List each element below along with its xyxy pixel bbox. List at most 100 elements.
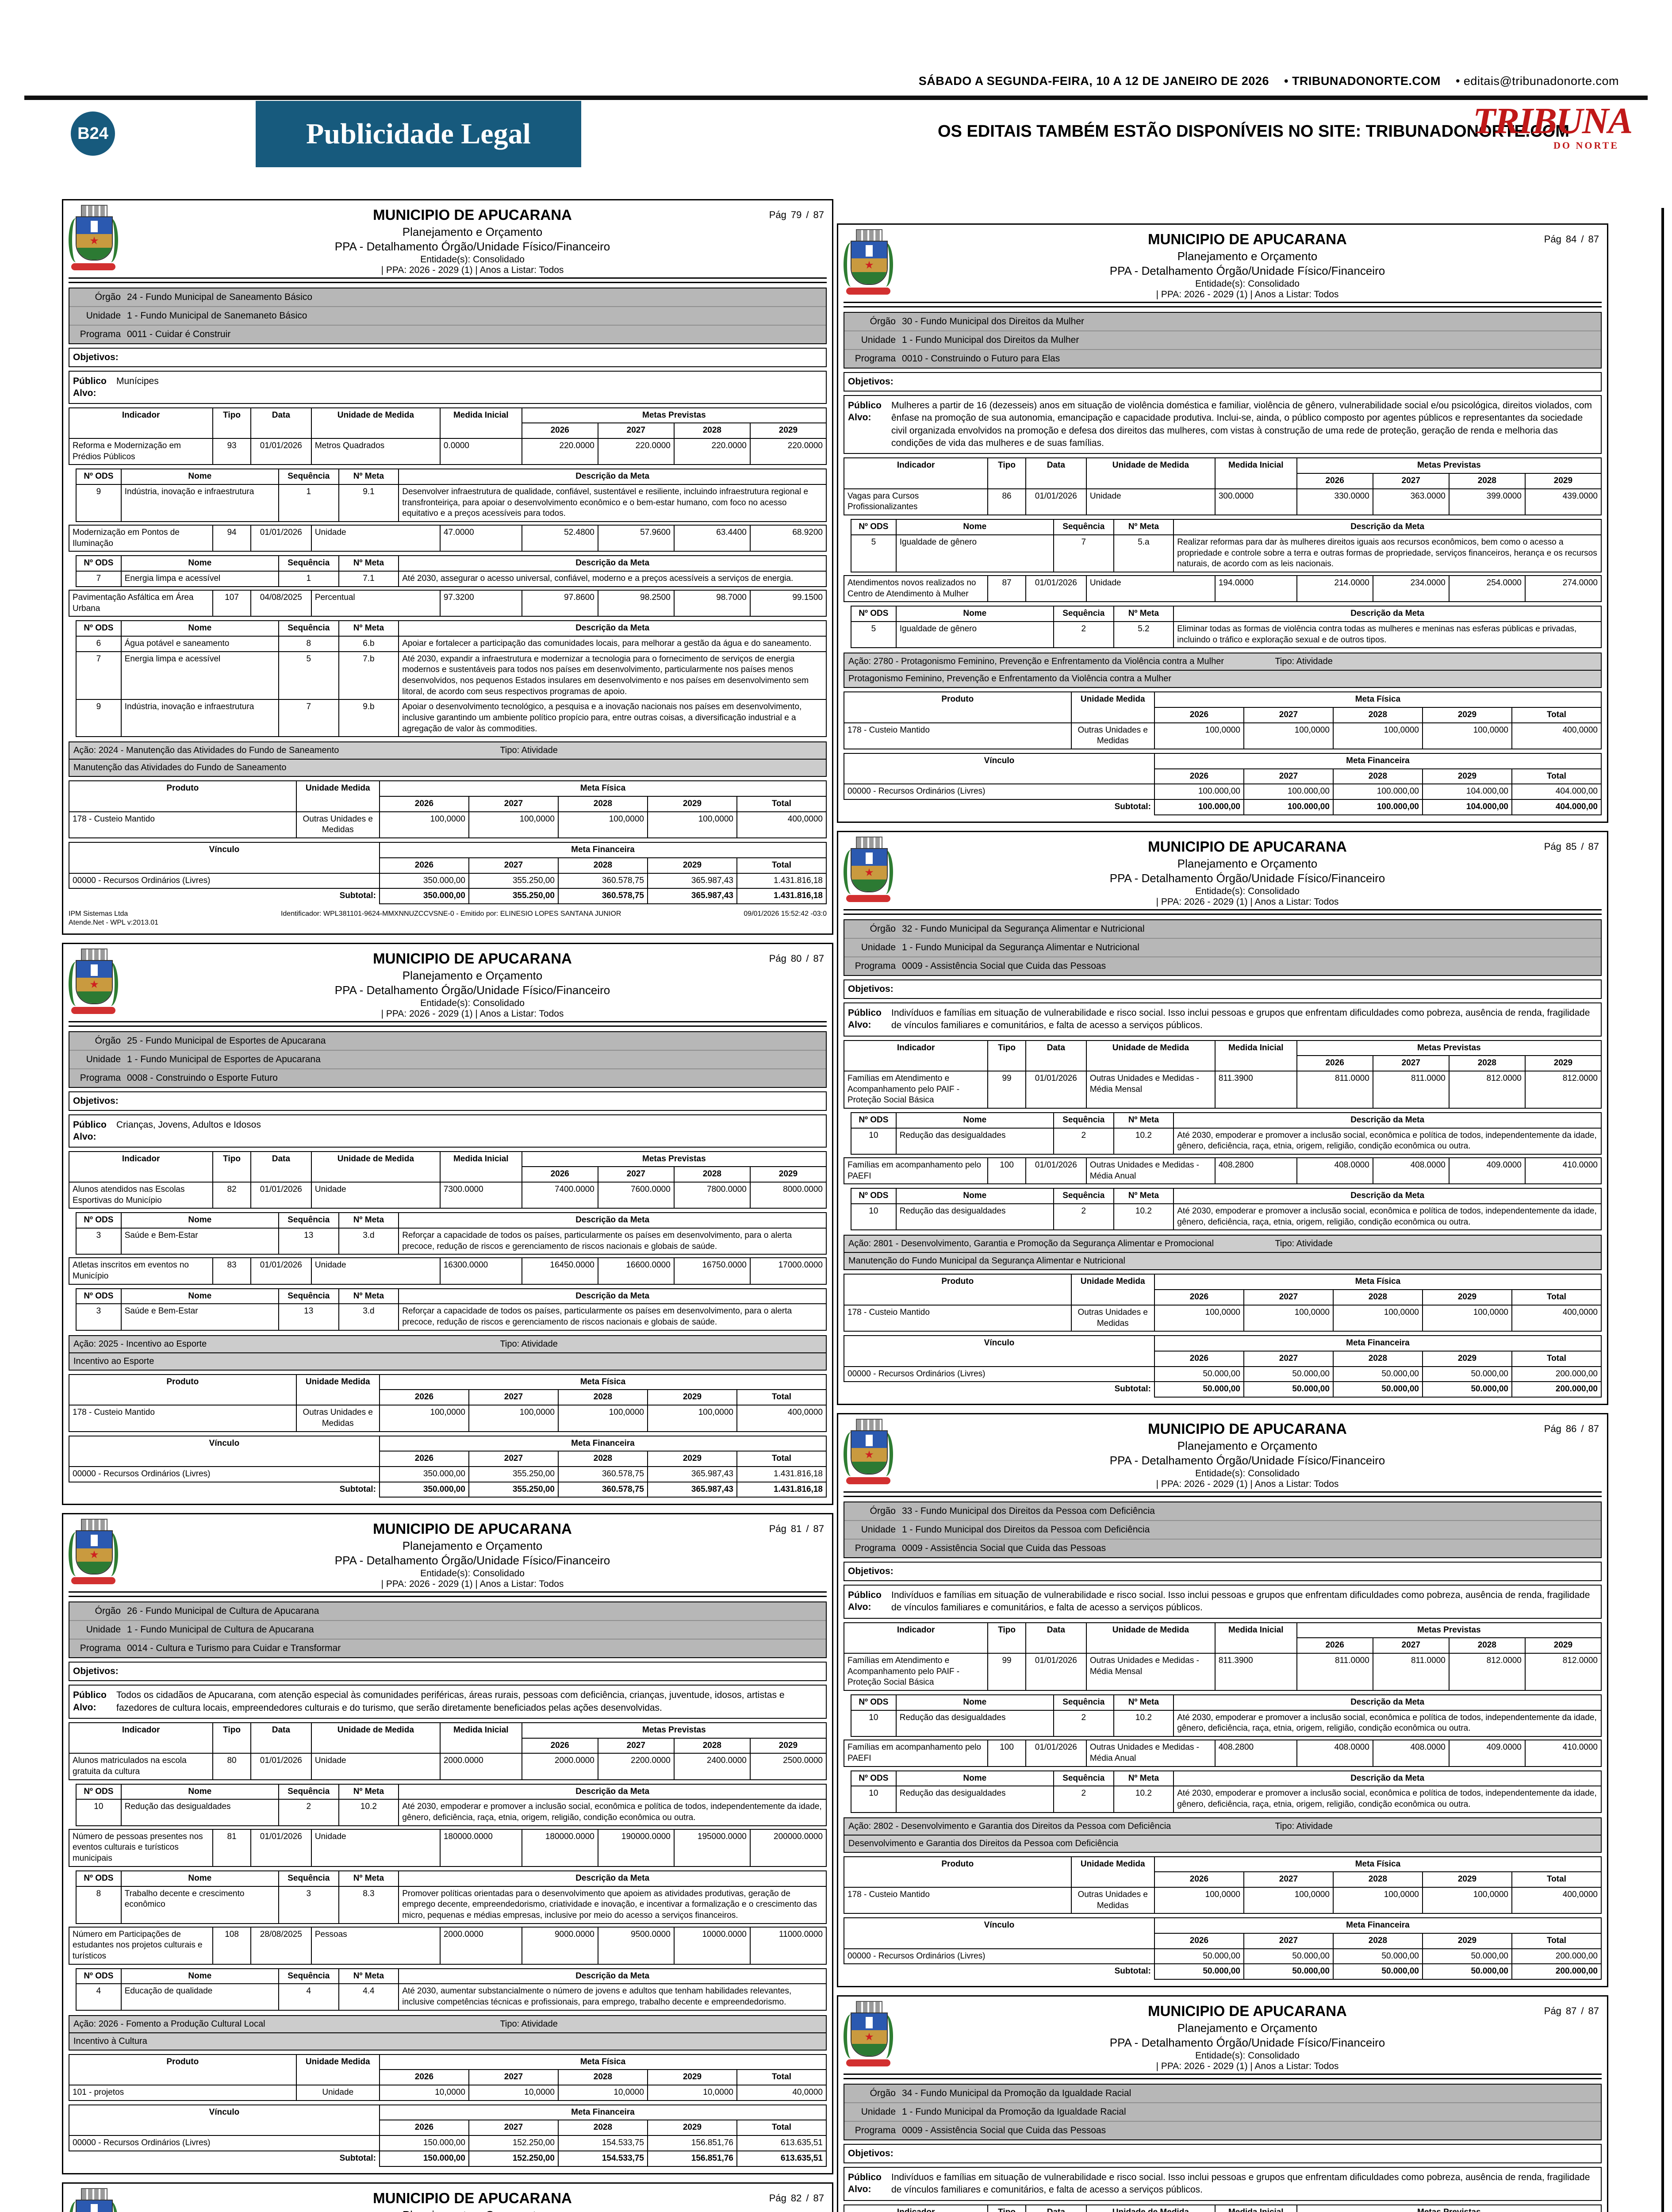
page-total: 87 — [813, 952, 824, 964]
ods-header-n_meta: Nº Meta — [338, 1968, 399, 1985]
footer-timestamp: 09/01/2026 15:52:42 -03:0 — [744, 910, 827, 918]
indicator-meta: 409.0000 — [1448, 1157, 1526, 1185]
shield-star-icon: ★ — [851, 258, 887, 273]
col-header-tipo: Tipo — [987, 1040, 1026, 1071]
crown-icon — [81, 948, 107, 961]
ods-sequencia: 5 — [278, 651, 339, 700]
shield-tower-icon — [851, 242, 887, 259]
ppa-document: ★ MUNICIPIO DE APUCARANA Planejamento e Or… — [62, 199, 833, 935]
ods-sequencia: 2 — [1053, 1786, 1114, 1813]
ods-header-descricao_meta: Descrição da Meta — [398, 1870, 827, 1887]
ods-header-descricao_meta: Descrição da Meta — [398, 469, 827, 485]
meta-fisica-value: 100,0000 — [647, 1405, 737, 1432]
total-header: Total — [1511, 1289, 1602, 1306]
municipality-title: MUNICIPIO DE APUCARANA — [373, 1521, 572, 1537]
ods-sequencia: 8 — [278, 635, 339, 652]
shield-star-icon: ★ — [851, 1448, 887, 1462]
program-bar-value: 0014 - Cultura e Turismo para Cuidar e T… — [127, 1643, 341, 1654]
meta-financeira-header: Meta Financeira — [379, 1435, 827, 1452]
ods-header-n_ods: Nº ODS — [76, 469, 122, 485]
page-number: Pág 87 / 87 — [1540, 2005, 1599, 2017]
ods-meta-number: 7.b — [338, 651, 399, 700]
ods-header-n_meta: Nº Meta — [1113, 1694, 1174, 1711]
ods-header-sequencia: Sequência — [278, 1870, 339, 1887]
department-title: Planejamento e Orçamento — [402, 968, 543, 982]
unit-bar: Unidade 1 - Fundo Municipal da Segurança … — [844, 938, 1601, 957]
org-bar: Órgão 25 - Fundo Municipal de Esportes de… — [69, 1032, 826, 1051]
indicator-data: 01/01/2026 — [1025, 1652, 1087, 1691]
ods-table: Nº ODS Nome Sequência Nº Meta Descrição da M… — [76, 555, 827, 587]
year-header: 2028 — [1332, 1350, 1423, 1367]
publico-alvo-text: Crianças, Jovens, Adultos e Idosos — [116, 1119, 261, 1130]
program-bar-value: 0008 - Construindo o Esporte Futuro — [127, 1072, 278, 1083]
ods-meta-number: 5.a — [1113, 534, 1174, 572]
meta-financeira-total: 200.000,00 — [1511, 1366, 1602, 1382]
report-title: PPA - Detalhamento Órgão/Unidade Físico/… — [334, 1554, 610, 1567]
indicator-meta: 8000.0000 — [749, 1181, 827, 1209]
program-bar: Programa 0010 - Construindo o Futuro para… — [844, 350, 1601, 368]
document-title-block: MUNICIPIO DE APUCARANA Planejamento e Orç… — [118, 205, 827, 276]
indicator-meta: 16450.0000 — [521, 1257, 598, 1285]
total-header: Total — [736, 2120, 827, 2136]
year-header: 2029 — [1422, 768, 1512, 785]
publico-label: Público — [848, 1590, 882, 1600]
website-link[interactable]: • TRIBUNADONORTE.COM — [1284, 74, 1441, 88]
col-header-data: Data — [1025, 457, 1087, 489]
year-header: 2026 — [521, 422, 598, 439]
year-header: 2028 — [557, 2120, 648, 2136]
meta-financeira-table: Vínculo Meta Financeira 2026 2027 2028 2029 To… — [844, 1335, 1602, 1398]
ods-header-descricao_meta: Descrição da Meta — [1173, 1770, 1602, 1787]
col-header-data: Data — [1025, 2204, 1087, 2212]
meta-fisica-total: 400,0000 — [1511, 722, 1602, 750]
meta-financeira-value: 365.987,43 — [647, 872, 737, 889]
year-header: 2026 — [379, 1389, 469, 1406]
email-link[interactable]: • editais@tribunadonorte.com — [1455, 74, 1619, 88]
indicator-meta: 410.0000 — [1524, 1157, 1602, 1185]
year-header: 2027 — [1243, 1289, 1334, 1306]
meta-financeira-total: 200.000,00 — [1511, 1948, 1602, 1965]
meta-fisica-total: 40,0000 — [736, 2085, 827, 2101]
indicator-meta: 811.0000 — [1296, 1070, 1373, 1109]
meta-financeira-header: Meta Financeira — [379, 842, 827, 858]
indicator-row-table: Famílias em acompanhamento pelo PAEFI 100… — [843, 1740, 1602, 1767]
org-bar-label: Órgão — [95, 1606, 121, 1617]
meta-financeira-value: 156.851,76 — [647, 2135, 737, 2151]
produto-name: 178 - Custeio Mantido — [844, 1304, 1072, 1332]
meta-fisica-value: 10,0000 — [647, 2085, 737, 2101]
indicator-meta: 811.0000 — [1372, 1070, 1450, 1109]
ods-header-n_ods: Nº ODS — [851, 606, 897, 622]
year-header: 2028 — [1332, 1933, 1423, 1949]
indicator-meta: 11000.0000 — [749, 1926, 827, 1965]
year-header: 2028 — [673, 1166, 751, 1183]
publico-alvo-row: Público Alvo: Indivíduos e famílias em sit… — [844, 1002, 1602, 1037]
laurel-left-icon — [69, 1532, 84, 1577]
acao-description: Manutenção do Fundo Municipal da Seguran… — [844, 1253, 1602, 1271]
municipality-title: MUNICIPIO DE APUCARANA — [1148, 838, 1347, 855]
shield-icon: ★ — [851, 241, 888, 285]
document-title-block: MUNICIPIO DE APUCARANA Planejamento e Orç… — [893, 229, 1602, 300]
indicator-name: Vagas para Cursos Profissionalizantes — [843, 488, 989, 516]
ppa-period-line: | PPA: 2026 - 2029 (1) | Anos a Listar: … — [381, 1008, 564, 1019]
meta-financeira-value: 350.000,00 — [379, 872, 469, 889]
coat-of-arms: ★ — [844, 229, 893, 295]
publico-label: Público — [848, 400, 882, 411]
produto-name: 101 - projetos — [69, 2085, 297, 2101]
ribbon-icon — [846, 895, 890, 902]
org-bar-value: 32 - Fundo Municipal da Segurança Alimen… — [902, 923, 1145, 934]
ods-name: Igualdade de gênero — [895, 621, 1054, 649]
unit-bar-value: 1 - Fundo Municipal de Sanemaneto Básico — [127, 311, 307, 321]
alvo-label: Alvo: — [848, 2184, 871, 2195]
publico-alvo-label: Público Alvo: — [73, 1119, 114, 1143]
page-current: 84 — [1565, 234, 1577, 245]
ods-sequencia: 7 — [1053, 534, 1114, 572]
coat-of-arms: ★ — [844, 1418, 893, 1484]
entity-line: Entidade(s): Consolidado — [420, 254, 525, 265]
vinculo-name: 00000 - Recursos Ordinários (Livres) — [844, 783, 1155, 800]
ods-number: 9 — [76, 484, 122, 522]
indicator-name: Alunos matriculados na escola gratuita d… — [68, 1753, 214, 1780]
acao-tipo: Tipo: Atividade — [1275, 1239, 1333, 1249]
ods-header-sequencia: Sequência — [278, 1783, 339, 1800]
ods-sequencia: 7 — [278, 699, 339, 737]
